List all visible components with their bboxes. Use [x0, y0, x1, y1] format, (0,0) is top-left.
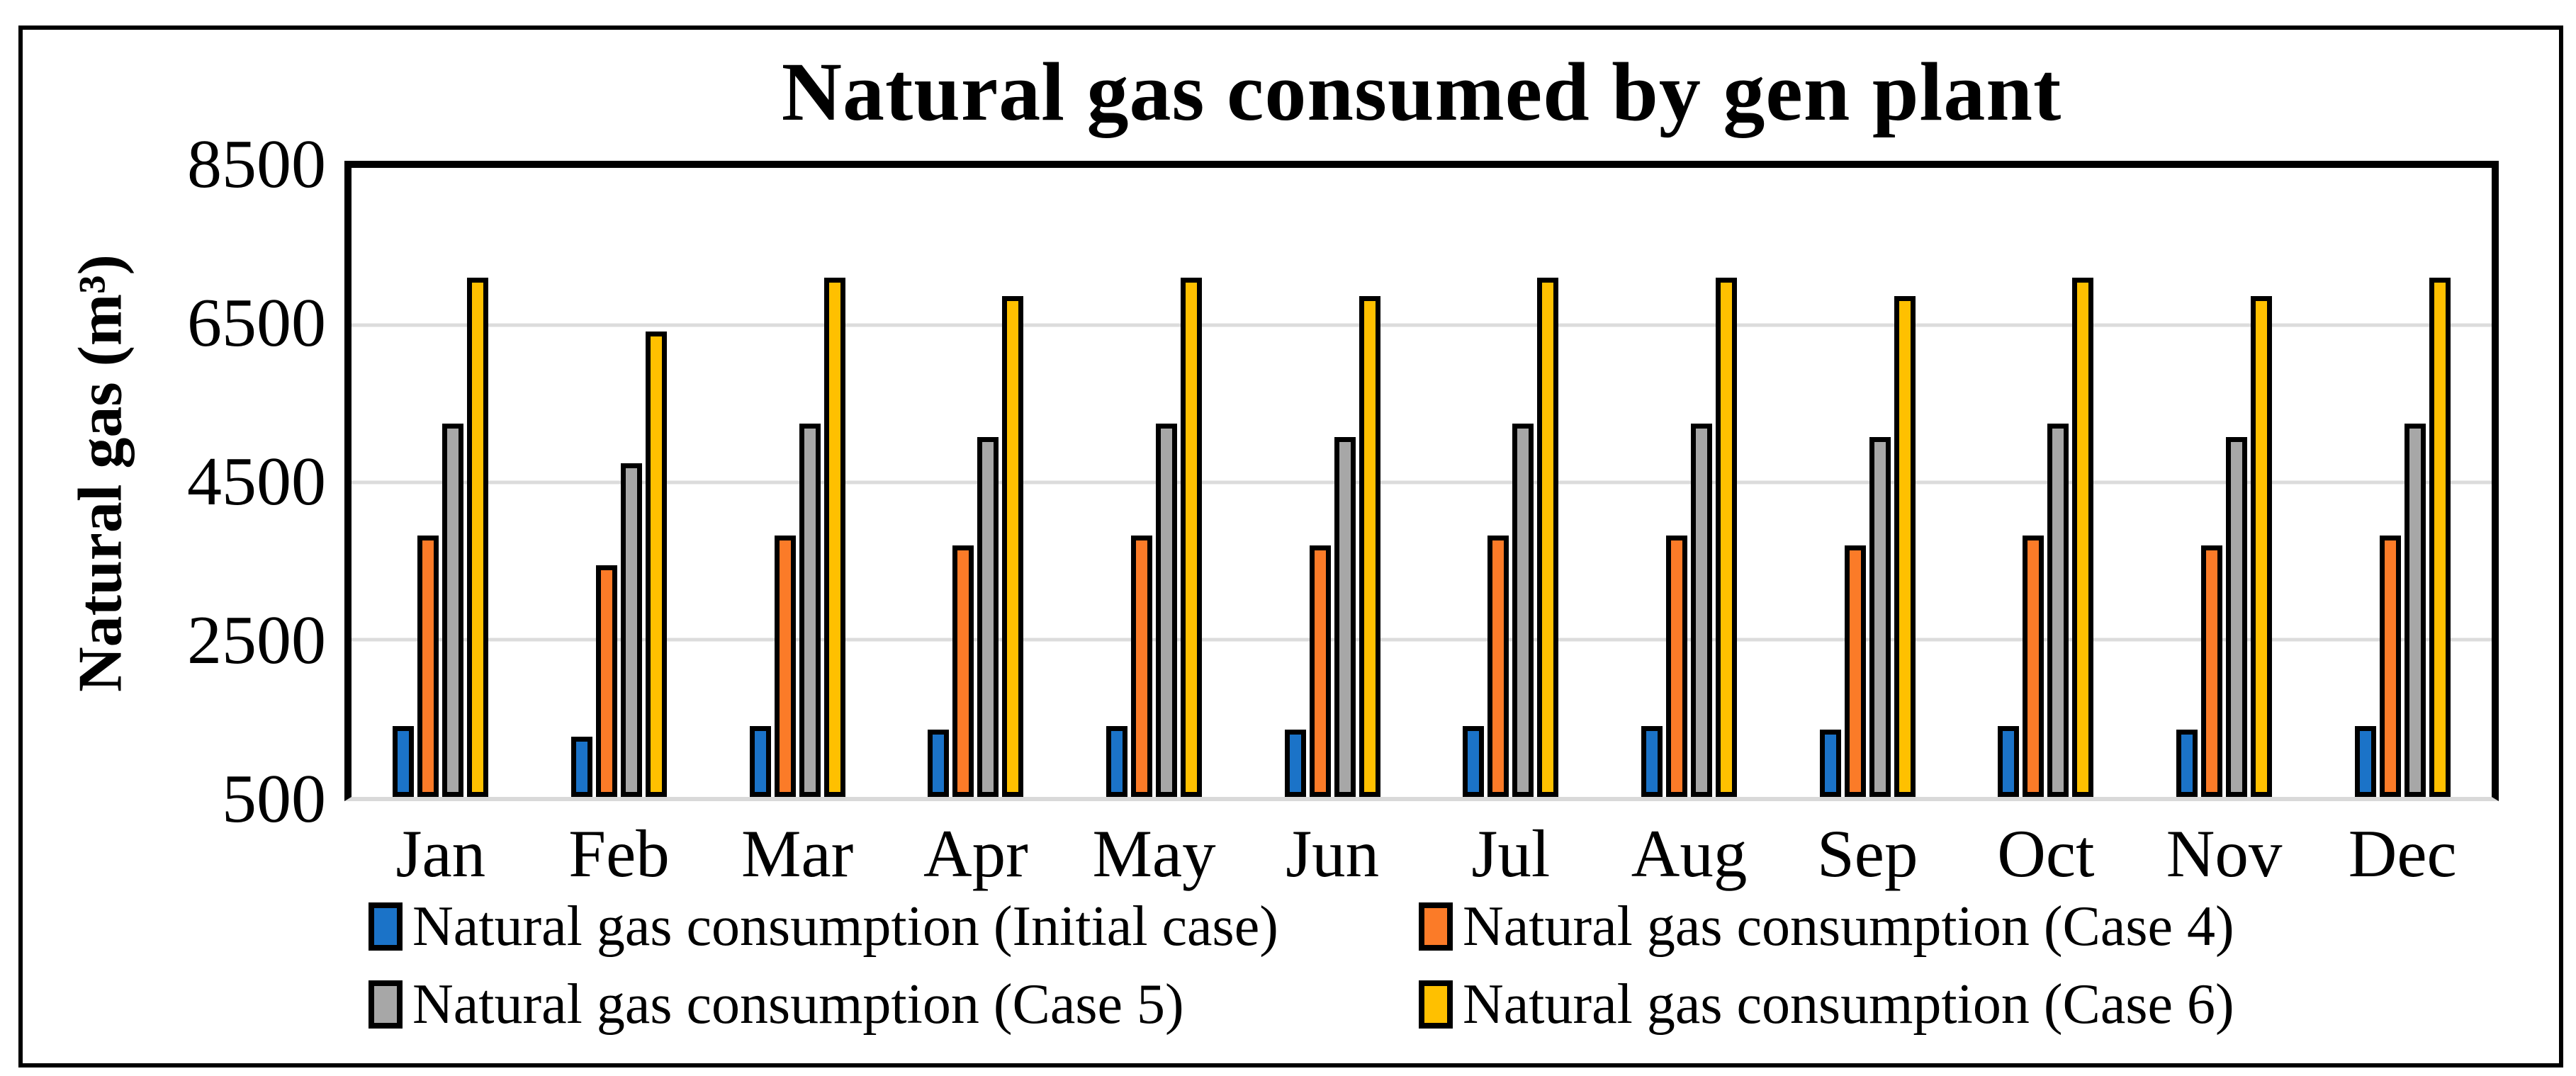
bar-aug-series4: [1716, 278, 1738, 797]
bar-may-series3: [1156, 424, 1178, 797]
bar-nov-series4: [2251, 296, 2273, 797]
x-label-feb: Feb: [568, 816, 670, 891]
bar-feb-series2: [596, 565, 617, 797]
bar-oct-series3: [2047, 424, 2069, 797]
bar-mar-series4: [823, 278, 845, 797]
bar-jun-series3: [1334, 437, 1356, 797]
bar-apr-series4: [1002, 296, 1024, 797]
bar-group-oct: [1957, 168, 2135, 797]
y-tick-6500: 6500: [187, 285, 326, 361]
bar-jan-series2: [417, 536, 439, 797]
bar-dec-series3: [2404, 424, 2426, 797]
bar-apr-series3: [977, 437, 999, 797]
bar-group-dec: [2313, 168, 2492, 797]
legend-swatch-4: [1419, 980, 1453, 1029]
bar-feb-series3: [621, 463, 642, 797]
bar-jul-series2: [1487, 536, 1509, 797]
bar-sep-series3: [1869, 437, 1891, 797]
legend-swatch-3: [369, 980, 403, 1029]
chart-title: Natural gas consumed by gen plant: [781, 45, 2062, 138]
bar-mar-series2: [774, 536, 796, 797]
y-tick-4500: 4500: [187, 443, 326, 520]
bar-may-series2: [1131, 536, 1153, 797]
x-label-apr: Apr: [923, 816, 1028, 891]
bar-group-mar: [708, 168, 887, 797]
bar-dec-series1: [2354, 726, 2376, 797]
bar-nov-series1: [2176, 730, 2198, 797]
bar-group-aug: [1600, 168, 1779, 797]
gridline-4500: [351, 480, 2492, 485]
x-label-aug: Aug: [1631, 816, 1748, 891]
x-label-may: May: [1092, 816, 1216, 891]
bar-jan-series1: [393, 726, 415, 797]
bar-nov-series2: [2201, 545, 2223, 797]
bar-jan-series4: [467, 278, 489, 797]
legend-item-4: Natural gas consumption (Case 6): [1402, 972, 2492, 1037]
bar-jul-series3: [1512, 424, 1534, 797]
bar-jul-series4: [1537, 278, 1559, 797]
bar-group-nov: [2135, 168, 2314, 797]
x-axis-labels: Jan Feb Mar Apr May Jun Jul Aug Sep Oct Nov Dec: [351, 815, 2492, 893]
bar-group-may: [1065, 168, 1244, 797]
legend-label-2: Natural gas consumption (Case 4): [1463, 895, 2234, 958]
x-label-nov: Nov: [2166, 816, 2283, 891]
bar-may-series1: [1106, 726, 1128, 797]
bar-group-jul: [1422, 168, 1600, 797]
bar-jan-series3: [442, 424, 464, 797]
bar-series-container: [351, 168, 2492, 797]
bar-dec-series2: [2379, 536, 2401, 797]
bar-oct-series1: [1998, 726, 2020, 797]
bar-group-jan: [351, 168, 530, 797]
legend: Natural gas consumption (Initial case) Na…: [351, 894, 2492, 1037]
bar-jul-series1: [1463, 726, 1485, 797]
x-label-mar: Mar: [741, 816, 854, 891]
bar-sep-series4: [1894, 296, 1916, 797]
x-label-sep: Sep: [1816, 816, 1918, 891]
plot-area: [344, 161, 2499, 801]
bar-dec-series4: [2429, 278, 2451, 797]
bar-jun-series2: [1309, 545, 1331, 797]
x-label-dec: Dec: [2348, 816, 2457, 891]
x-label-jan: Jan: [395, 816, 486, 891]
bar-apr-series1: [928, 730, 950, 797]
legend-swatch-1: [369, 902, 403, 951]
bar-sep-series2: [1844, 545, 1866, 797]
y-tick-2500: 2500: [187, 602, 326, 679]
bar-oct-series2: [2023, 536, 2045, 797]
legend-item-1: Natural gas consumption (Initial case): [351, 894, 1402, 959]
bar-feb-series4: [646, 332, 667, 797]
bar-aug-series2: [1666, 536, 1688, 797]
legend-label-3: Natural gas consumption (Case 5): [412, 973, 1184, 1036]
bar-may-series4: [1181, 278, 1203, 797]
bar-jun-series1: [1284, 730, 1306, 797]
x-label-oct: Oct: [1997, 816, 2095, 891]
legend-label-4: Natural gas consumption (Case 6): [1463, 973, 2234, 1036]
bar-group-jun: [1243, 168, 1422, 797]
gridline-6500: [351, 323, 2492, 327]
bar-nov-series3: [2226, 437, 2248, 797]
bar-group-feb: [530, 168, 709, 797]
x-label-jun: Jun: [1286, 816, 1380, 891]
bar-aug-series1: [1641, 726, 1663, 797]
legend-label-1: Natural gas consumption (Initial case): [412, 895, 1278, 958]
bar-sep-series1: [1819, 730, 1841, 797]
bar-aug-series3: [1691, 424, 1713, 797]
bar-group-sep: [1778, 168, 1957, 797]
x-label-jul: Jul: [1471, 816, 1551, 891]
bar-feb-series1: [571, 737, 592, 797]
bar-group-apr: [887, 168, 1065, 797]
bar-oct-series4: [2072, 278, 2094, 797]
legend-swatch-2: [1419, 902, 1453, 951]
bar-apr-series2: [952, 545, 974, 797]
y-tick-500: 500: [222, 761, 326, 837]
bar-mar-series1: [749, 726, 771, 797]
bar-mar-series3: [799, 424, 821, 797]
gridline-2500: [351, 638, 2492, 642]
legend-item-2: Natural gas consumption (Case 4): [1402, 894, 2492, 959]
legend-item-3: Natural gas consumption (Case 5): [351, 972, 1402, 1037]
y-tick-8500: 8500: [187, 126, 326, 203]
bar-jun-series4: [1359, 296, 1380, 797]
